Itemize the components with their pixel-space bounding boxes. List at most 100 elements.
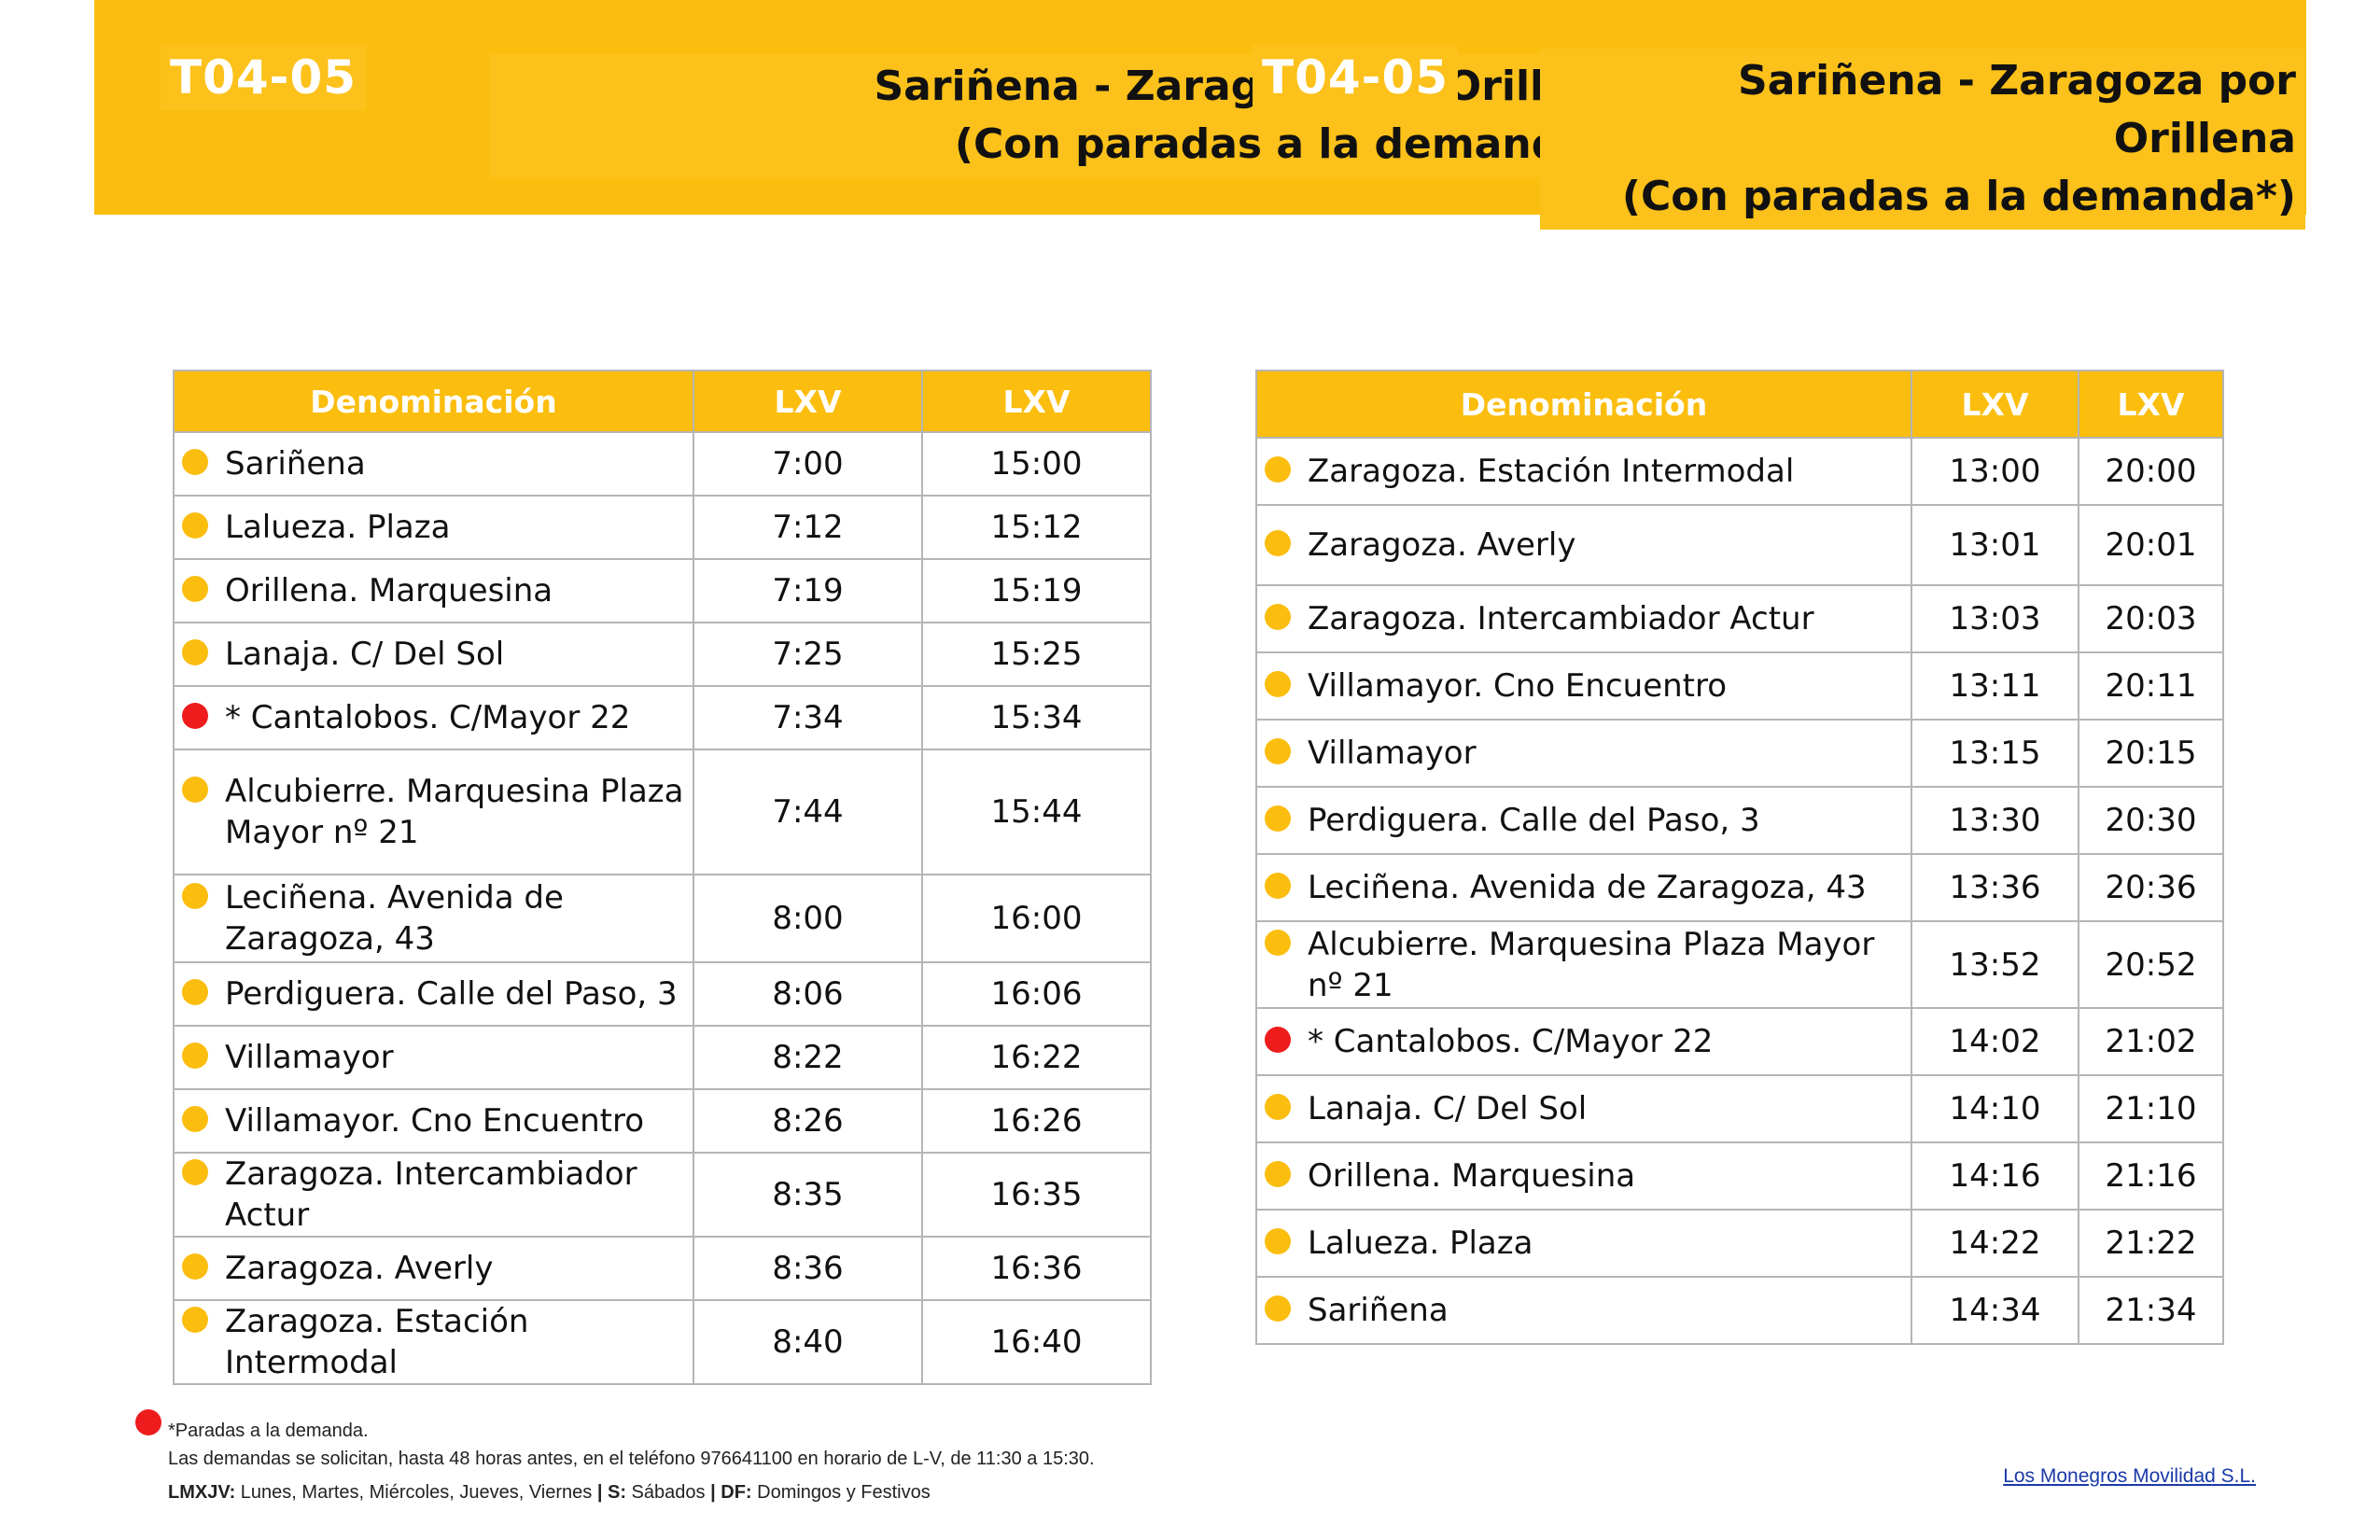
departure-time-1: 8:35 (693, 1152, 923, 1238)
departure-time-2: 21:22 (2078, 1209, 2224, 1278)
stop-name: Zaragoza. Estación Intermodal (1308, 453, 1795, 490)
stop-name: Sariñena (1308, 1292, 1449, 1329)
table-row: Villamayor. Cno Encuentro 8:26 16:26 (173, 1088, 1152, 1154)
legend-s-value: Sábados (626, 1482, 711, 1503)
table-row: Villamayor 13:15 20:15 (1255, 719, 2224, 788)
outbound-header-time-1: LXV (693, 370, 923, 433)
company-link[interactable]: Los Monegros Movilidad S.L. (2003, 1465, 2256, 1487)
stop-name: Zaragoza. Averly (1308, 526, 1576, 564)
table-row: Sariñena 14:34 21:34 (1255, 1276, 2224, 1345)
inbound-header-time-1: LXV (1911, 370, 2079, 439)
departure-time-1: 7:12 (693, 495, 923, 560)
departure-time-1: 13:52 (1911, 920, 2079, 1009)
stop-name: Lalueza. Plaza (225, 509, 451, 546)
table-row: Lalueza. Plaza 14:22 21:22 (1255, 1209, 2224, 1278)
stop-dot-icon (182, 1307, 208, 1333)
departure-time-2: 15:19 (921, 558, 1152, 623)
table-row: Lanaja. C/ Del Sol 14:10 21:10 (1255, 1074, 2224, 1143)
departure-time-1: 13:00 (1911, 437, 2079, 506)
stop-cell: Orillena. Marquesina (1255, 1141, 1912, 1211)
route-title-right-line2: (Con paradas a la demanda*) (1621, 173, 2296, 220)
stop-dot-icon (1265, 1161, 1291, 1187)
on-demand-stop-dot-icon (182, 703, 208, 729)
stop-name: Orillena. Marquesina (225, 572, 553, 609)
departure-time-1: 13:11 (1911, 651, 2079, 721)
departure-time-1: 13:15 (1911, 719, 2079, 788)
stop-name: Lanaja. C/ Del Sol (1308, 1090, 1588, 1127)
departure-time-2: 20:52 (2078, 920, 2224, 1009)
stop-cell: Orillena. Marquesina (173, 558, 694, 623)
route-code-left: T04-05 (161, 45, 367, 110)
stop-cell: Zaragoza. Averly (1255, 504, 1912, 586)
stop-cell: Alcubierre. Marquesina Plaza Mayor nº 21 (173, 749, 694, 875)
stop-dot-icon (1265, 873, 1291, 899)
stop-name: Villamayor (1308, 735, 1477, 772)
departure-time-1: 14:10 (1911, 1074, 2079, 1143)
stop-dot-icon (182, 576, 208, 602)
stop-cell: Lanaja. C/ Del Sol (173, 622, 694, 687)
outbound-timetable: Denominación LXV LXV Sariñena 7:00 15:00 La… (173, 370, 1152, 1385)
stop-cell: * Cantalobos. C/Mayor 22 (1255, 1007, 1912, 1076)
on-demand-legend-dot (135, 1409, 161, 1435)
stop-name: * Cantalobos. C/Mayor 22 (1308, 1023, 1714, 1060)
stop-name: Lalueza. Plaza (1308, 1225, 1533, 1262)
table-row: * Cantalobos. C/Mayor 22 14:02 21:02 (1255, 1007, 2224, 1076)
table-row: Zaragoza. Averly 8:36 16:36 (173, 1236, 1152, 1301)
departure-time-2: 20:36 (2078, 853, 2224, 922)
table-row: Alcubierre. Marquesina Plaza Mayor nº 21… (173, 749, 1152, 875)
departure-time-2: 20:15 (2078, 719, 2224, 788)
table-row: Lanaja. C/ Del Sol 7:25 15:25 (173, 622, 1152, 687)
stop-name: * Cantalobos. C/Mayor 22 (225, 699, 631, 736)
stop-name: Perdiguera. Calle del Paso, 3 (1308, 802, 1760, 839)
request-note: Las demandas se solicitan, hasta 48 hora… (168, 1449, 1095, 1469)
stop-name: Zaragoza. Intercambiador Actur (225, 1155, 637, 1234)
departure-time-2: 16:00 (921, 874, 1152, 963)
stop-dot-icon (1265, 1228, 1291, 1254)
departure-time-2: 20:30 (2078, 786, 2224, 855)
departure-time-1: 14:22 (1911, 1209, 2079, 1278)
table-row: Villamayor 8:22 16:22 (173, 1025, 1152, 1090)
departure-time-1: 13:30 (1911, 786, 2079, 855)
table-row: Orillena. Marquesina 7:19 15:19 (173, 558, 1152, 623)
stop-cell: Villamayor. Cno Encuentro (173, 1088, 694, 1154)
departure-time-1: 13:36 (1911, 853, 2079, 922)
departure-time-2: 15:12 (921, 495, 1152, 560)
stop-dot-icon (182, 777, 208, 803)
stop-name: Alcubierre. Marquesina Plaza Mayor nº 21 (225, 773, 684, 851)
departure-time-2: 15:25 (921, 622, 1152, 687)
table-row: Lalueza. Plaza 7:12 15:12 (173, 495, 1152, 560)
stop-dot-icon (1265, 1295, 1291, 1322)
table-row: Perdiguera. Calle del Paso, 3 13:30 20:30 (1255, 786, 2224, 855)
departure-time-2: 16:35 (921, 1152, 1152, 1238)
inbound-header-time-2: LXV (2078, 370, 2224, 439)
departure-time-2: 15:34 (921, 685, 1152, 750)
stop-cell: Sariñena (173, 431, 694, 497)
departure-time-1: 14:16 (1911, 1141, 2079, 1211)
departure-time-1: 13:01 (1911, 504, 2079, 586)
departure-time-2: 16:06 (921, 961, 1152, 1027)
on-demand-stop-dot-icon (1265, 1027, 1291, 1053)
inbound-header-row: Denominación LXV LXV (1255, 370, 2224, 439)
stop-name: Zaragoza. Averly (225, 1250, 494, 1287)
departure-time-1: 8:06 (693, 961, 923, 1027)
route-title-left-line1: Sariñena - Zaragoza por Orillena (874, 63, 1629, 110)
departure-time-1: 8:36 (693, 1236, 923, 1301)
stop-dot-icon (1265, 530, 1291, 556)
stop-dot-icon (1265, 738, 1291, 764)
legend-lmxjv-key: LMXJV: (168, 1482, 236, 1503)
stop-cell: Lalueza. Plaza (173, 495, 694, 560)
departure-time-1: 7:25 (693, 622, 923, 687)
stop-dot-icon (182, 883, 208, 909)
departure-time-2: 20:03 (2078, 584, 2224, 653)
stop-dot-icon (182, 979, 208, 1005)
stop-dot-icon (182, 1106, 208, 1132)
table-row: Villamayor. Cno Encuentro 13:11 20:11 (1255, 651, 2224, 721)
legend-df-key: DF: (715, 1482, 752, 1503)
stop-name: Alcubierre. Marquesina Plaza Mayor nº 21 (1308, 925, 1875, 1004)
stop-dot-icon (1265, 1094, 1291, 1120)
stop-cell: Villamayor (1255, 719, 1912, 788)
table-row: Zaragoza. Intercambiador Actur 8:35 16:35 (173, 1152, 1152, 1238)
departure-time-1: 8:00 (693, 874, 923, 963)
table-row: Alcubierre. Marquesina Plaza Mayor nº 21… (1255, 920, 2224, 1009)
departure-time-2: 15:44 (921, 749, 1152, 875)
